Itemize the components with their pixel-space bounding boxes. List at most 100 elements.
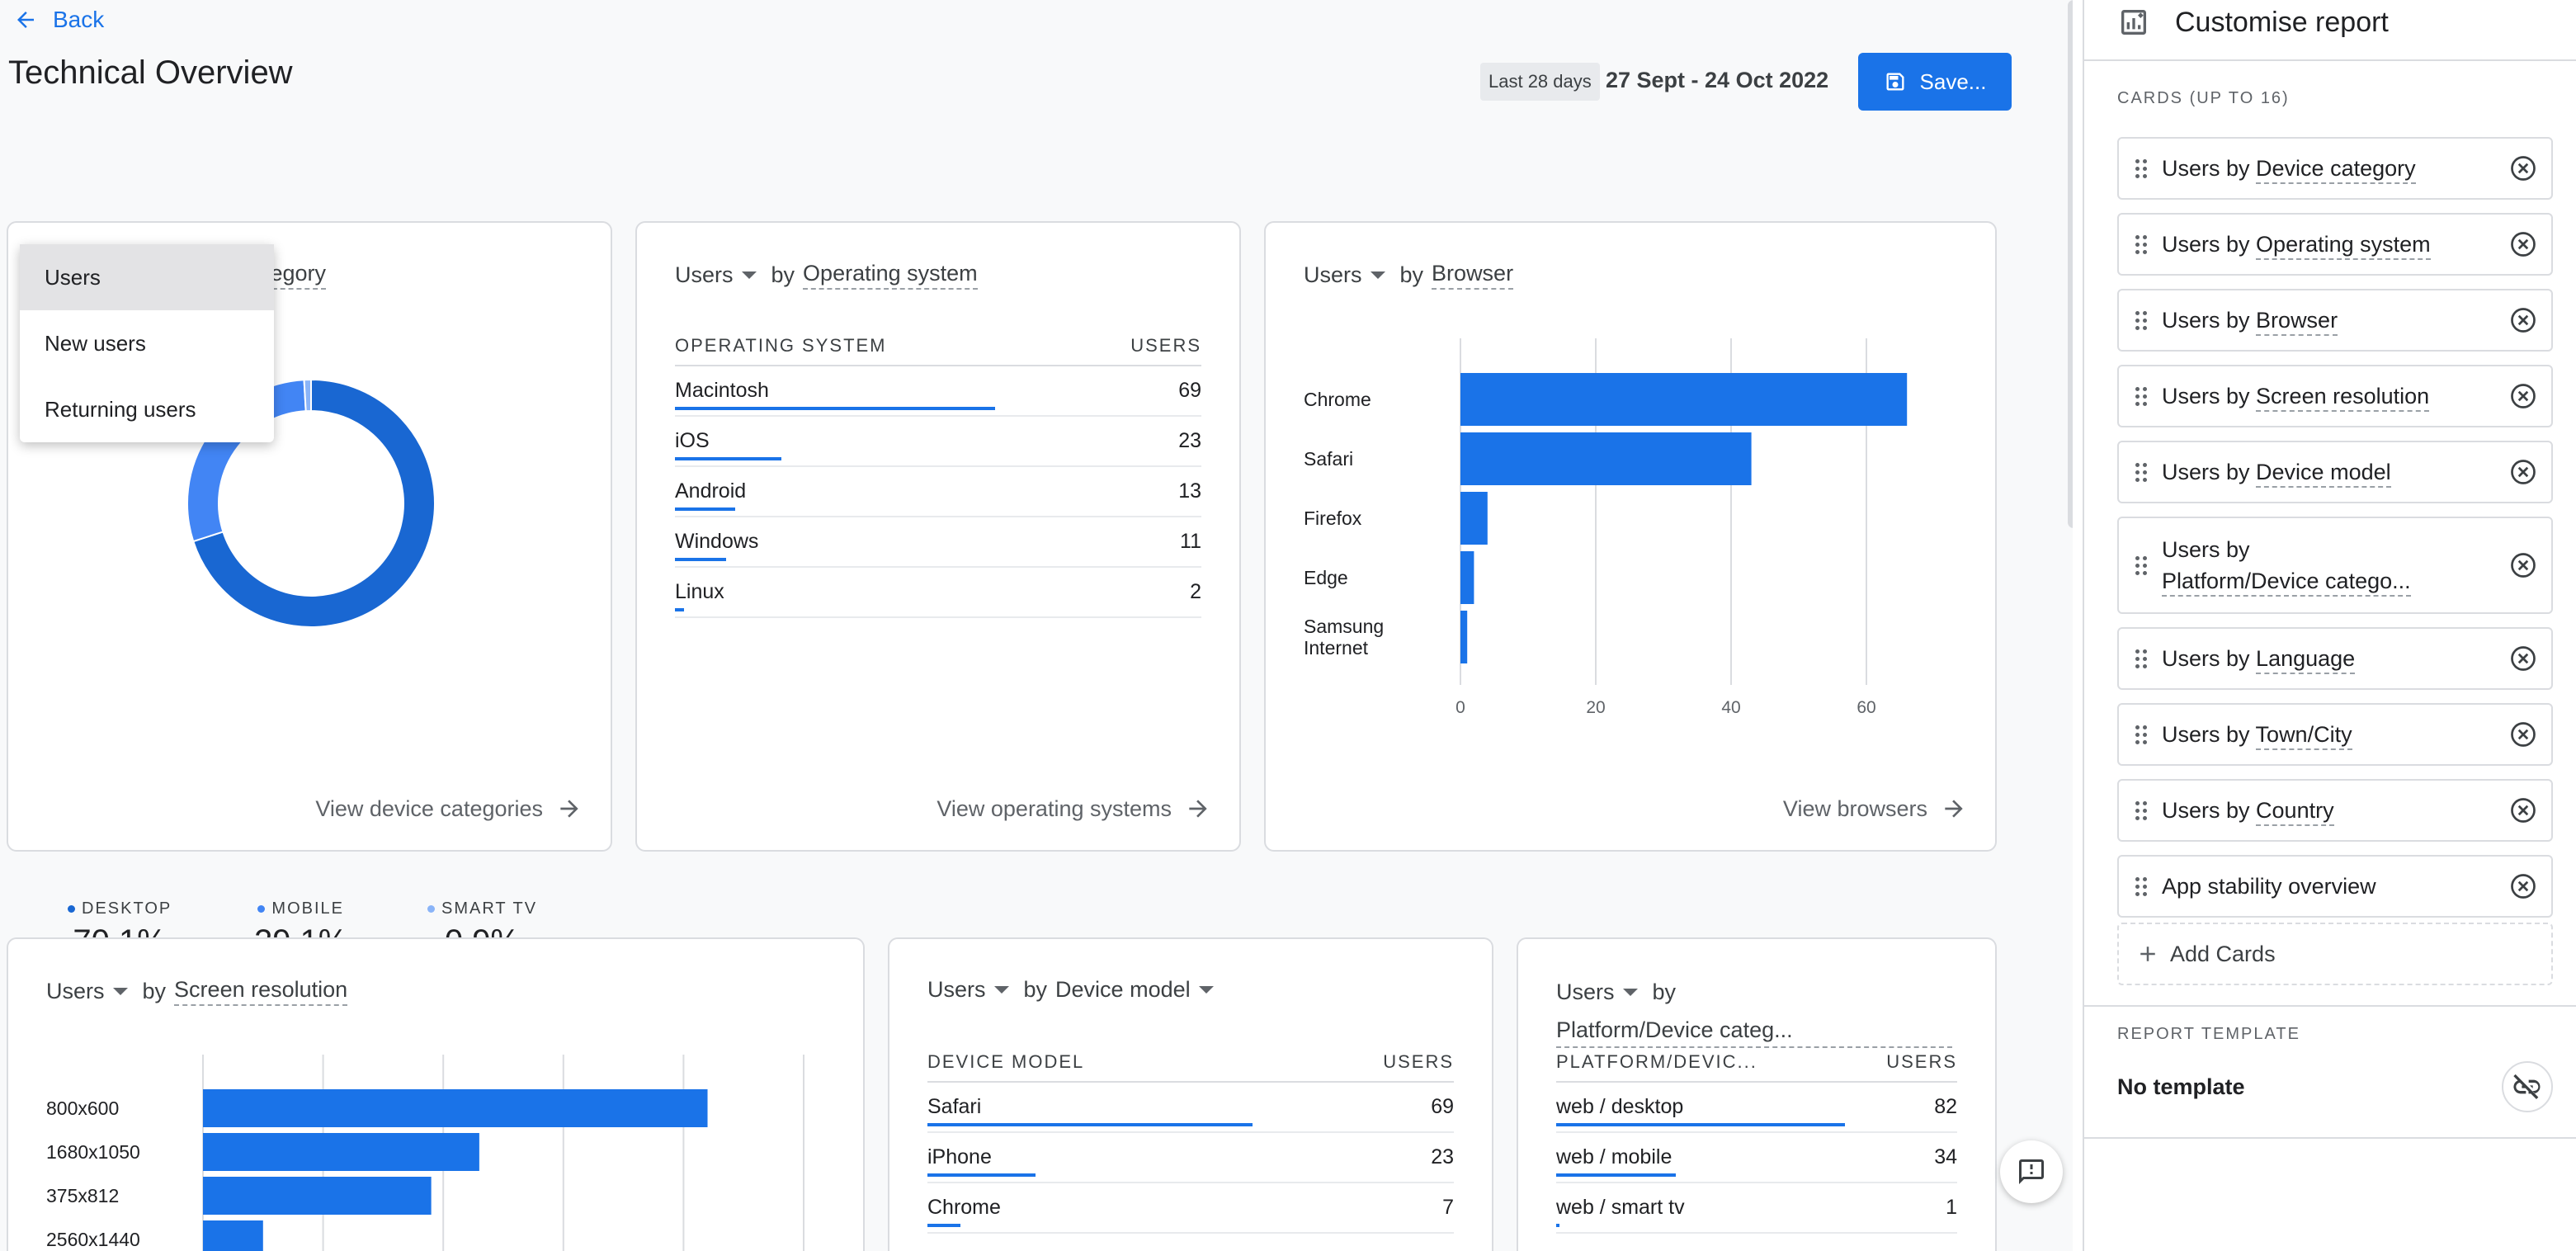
- chevron-down-icon[interactable]: [1370, 271, 1385, 279]
- menu-item-users[interactable]: Users: [20, 244, 274, 310]
- table-row[interactable]: web / mobile 34: [1556, 1133, 1957, 1183]
- bar[interactable]: [203, 1220, 263, 1251]
- chevron-down-icon[interactable]: [741, 271, 757, 279]
- view-browsers-link[interactable]: View browsers: [1783, 795, 1967, 822]
- report-card-item[interactable]: Users by Device model: [2117, 441, 2553, 503]
- dimension-label[interactable]: Screen resolution: [174, 977, 348, 1006]
- by-label: by: [1023, 977, 1048, 1002]
- table-row[interactable]: Linux 2: [675, 568, 1201, 618]
- save-button[interactable]: Save...: [1858, 53, 2012, 111]
- remove-card-icon[interactable]: [2508, 795, 2538, 825]
- main-scrollbar[interactable]: [2068, 0, 2073, 528]
- remove-card-icon[interactable]: [2508, 457, 2538, 487]
- bar[interactable]: [1460, 432, 1752, 485]
- remove-card-icon[interactable]: [2508, 381, 2538, 411]
- view-operating-systems-link[interactable]: View operating systems: [937, 795, 1211, 822]
- bar[interactable]: [203, 1089, 708, 1127]
- row-value: 11: [1180, 530, 1201, 553]
- report-card-item[interactable]: Users by Browser: [2117, 289, 2553, 352]
- bar[interactable]: [1460, 492, 1488, 545]
- report-card-item[interactable]: Users by Platform/Device catego...: [2117, 517, 2553, 614]
- table-row[interactable]: Android 13: [675, 467, 1201, 517]
- table-row[interactable]: iPhone 23: [927, 1133, 1454, 1183]
- drag-handle-icon[interactable]: [2135, 800, 2147, 820]
- desktop-dot: [68, 905, 75, 913]
- drag-handle-icon[interactable]: [2135, 555, 2147, 575]
- metric-selector[interactable]: Users: [1556, 980, 1615, 1004]
- column-header: DEVICE MODEL: [927, 1051, 1085, 1072]
- arrow-back-icon: [17, 12, 34, 28]
- dimension-selector[interactable]: Device model: [1055, 977, 1191, 1002]
- chevron-down-icon[interactable]: [993, 986, 1009, 994]
- category-label: Firefox: [1304, 507, 1362, 529]
- drag-handle-icon[interactable]: [2135, 386, 2147, 406]
- metric-selector[interactable]: Users: [1304, 262, 1362, 287]
- donut-slice-desktop[interactable]: [191, 378, 436, 628]
- table-row[interactable]: Windows 11: [675, 517, 1201, 568]
- drag-handle-icon[interactable]: [2135, 234, 2147, 254]
- feedback-button[interactable]: [2000, 1140, 2063, 1203]
- date-preset-chip[interactable]: Last 28 days: [1480, 63, 1600, 101]
- table-row[interactable]: web / desktop 82: [1556, 1083, 1957, 1133]
- row-label: web / smart tv: [1556, 1196, 1685, 1219]
- column-header: USERS: [1383, 1051, 1454, 1072]
- dimension-label[interactable]: Browser: [1432, 261, 1514, 290]
- metric-selector[interactable]: Users: [927, 977, 986, 1002]
- remove-card-icon[interactable]: [2508, 644, 2538, 673]
- report-card-item[interactable]: App stability overview: [2117, 855, 2553, 918]
- report-card-item[interactable]: Users by Language: [2117, 627, 2553, 690]
- legend-label: MOBILE: [271, 899, 344, 918]
- card-title: Users by Browser: [1304, 261, 1514, 290]
- drag-handle-icon[interactable]: [2135, 462, 2147, 482]
- view-link-label: View operating systems: [937, 795, 1172, 821]
- donut-slice-smart-tv[interactable]: [303, 378, 312, 413]
- bar[interactable]: [203, 1133, 479, 1171]
- drag-handle-icon[interactable]: [2135, 158, 2147, 178]
- date-range-picker[interactable]: 27 Sept - 24 Oct 2022: [1606, 68, 1829, 92]
- report-card-item[interactable]: Users by Town/City: [2117, 703, 2553, 766]
- table-row[interactable]: Safari 69: [927, 1083, 1454, 1133]
- remove-card-icon[interactable]: [2508, 871, 2538, 901]
- drag-handle-icon[interactable]: [2135, 310, 2147, 330]
- chevron-down-icon[interactable]: [112, 988, 128, 995]
- back-link[interactable]: Back: [13, 7, 104, 33]
- panel-header: Customise report: [2117, 0, 2389, 45]
- bar[interactable]: [203, 1177, 432, 1215]
- drag-handle-icon[interactable]: [2135, 649, 2147, 668]
- drag-handle-icon[interactable]: [2135, 876, 2147, 896]
- report-card-item[interactable]: Users by Screen resolution: [2117, 365, 2553, 427]
- report-card-item[interactable]: Users by Operating system: [2117, 213, 2553, 276]
- drag-handle-icon[interactable]: [2135, 725, 2147, 744]
- row-label: Safari: [927, 1095, 982, 1118]
- row-value: 34: [1934, 1145, 1957, 1168]
- menu-item-returning-users[interactable]: Returning users: [45, 396, 196, 422]
- chevron-down-icon[interactable]: [1622, 989, 1638, 996]
- remove-card-icon[interactable]: [2508, 720, 2538, 749]
- card-item-label: Users by Country: [2162, 795, 2551, 826]
- table-row[interactable]: Macintosh 69: [675, 366, 1201, 417]
- metric-selector[interactable]: Users: [46, 979, 105, 1003]
- table-row[interactable]: Chrome 7: [927, 1183, 1454, 1234]
- view-device-categories-link[interactable]: View device categories: [315, 795, 583, 822]
- metric-selector[interactable]: Users: [675, 262, 734, 287]
- dimension-label[interactable]: Operating system: [803, 261, 978, 290]
- chevron-down-icon[interactable]: [1198, 986, 1214, 994]
- add-cards-button[interactable]: Add Cards: [2117, 923, 2553, 985]
- report-card-item[interactable]: Users by Device category: [2117, 137, 2553, 200]
- arrow-forward-icon: [1945, 800, 1963, 818]
- bar[interactable]: [1460, 373, 1908, 426]
- remove-card-icon[interactable]: [2508, 153, 2538, 183]
- unlink-template-button[interactable]: [2502, 1061, 2553, 1112]
- dimension-label[interactable]: Platform/Device categ...: [1556, 1015, 1952, 1048]
- report-card-item[interactable]: Users by Country: [2117, 779, 2553, 842]
- dimension-label[interactable]: tegory: [264, 261, 327, 290]
- remove-card-icon[interactable]: [2508, 305, 2538, 335]
- card-item-prefix: Users by: [2162, 646, 2250, 671]
- table-row[interactable]: web / smart tv 1: [1556, 1183, 1957, 1234]
- remove-card-icon[interactable]: [2508, 229, 2538, 259]
- bar[interactable]: [1460, 611, 1468, 663]
- menu-item-new-users[interactable]: New users: [45, 330, 146, 356]
- remove-card-icon[interactable]: [2508, 550, 2538, 580]
- table-row[interactable]: iOS 23: [675, 417, 1201, 467]
- bar[interactable]: [1460, 551, 1474, 604]
